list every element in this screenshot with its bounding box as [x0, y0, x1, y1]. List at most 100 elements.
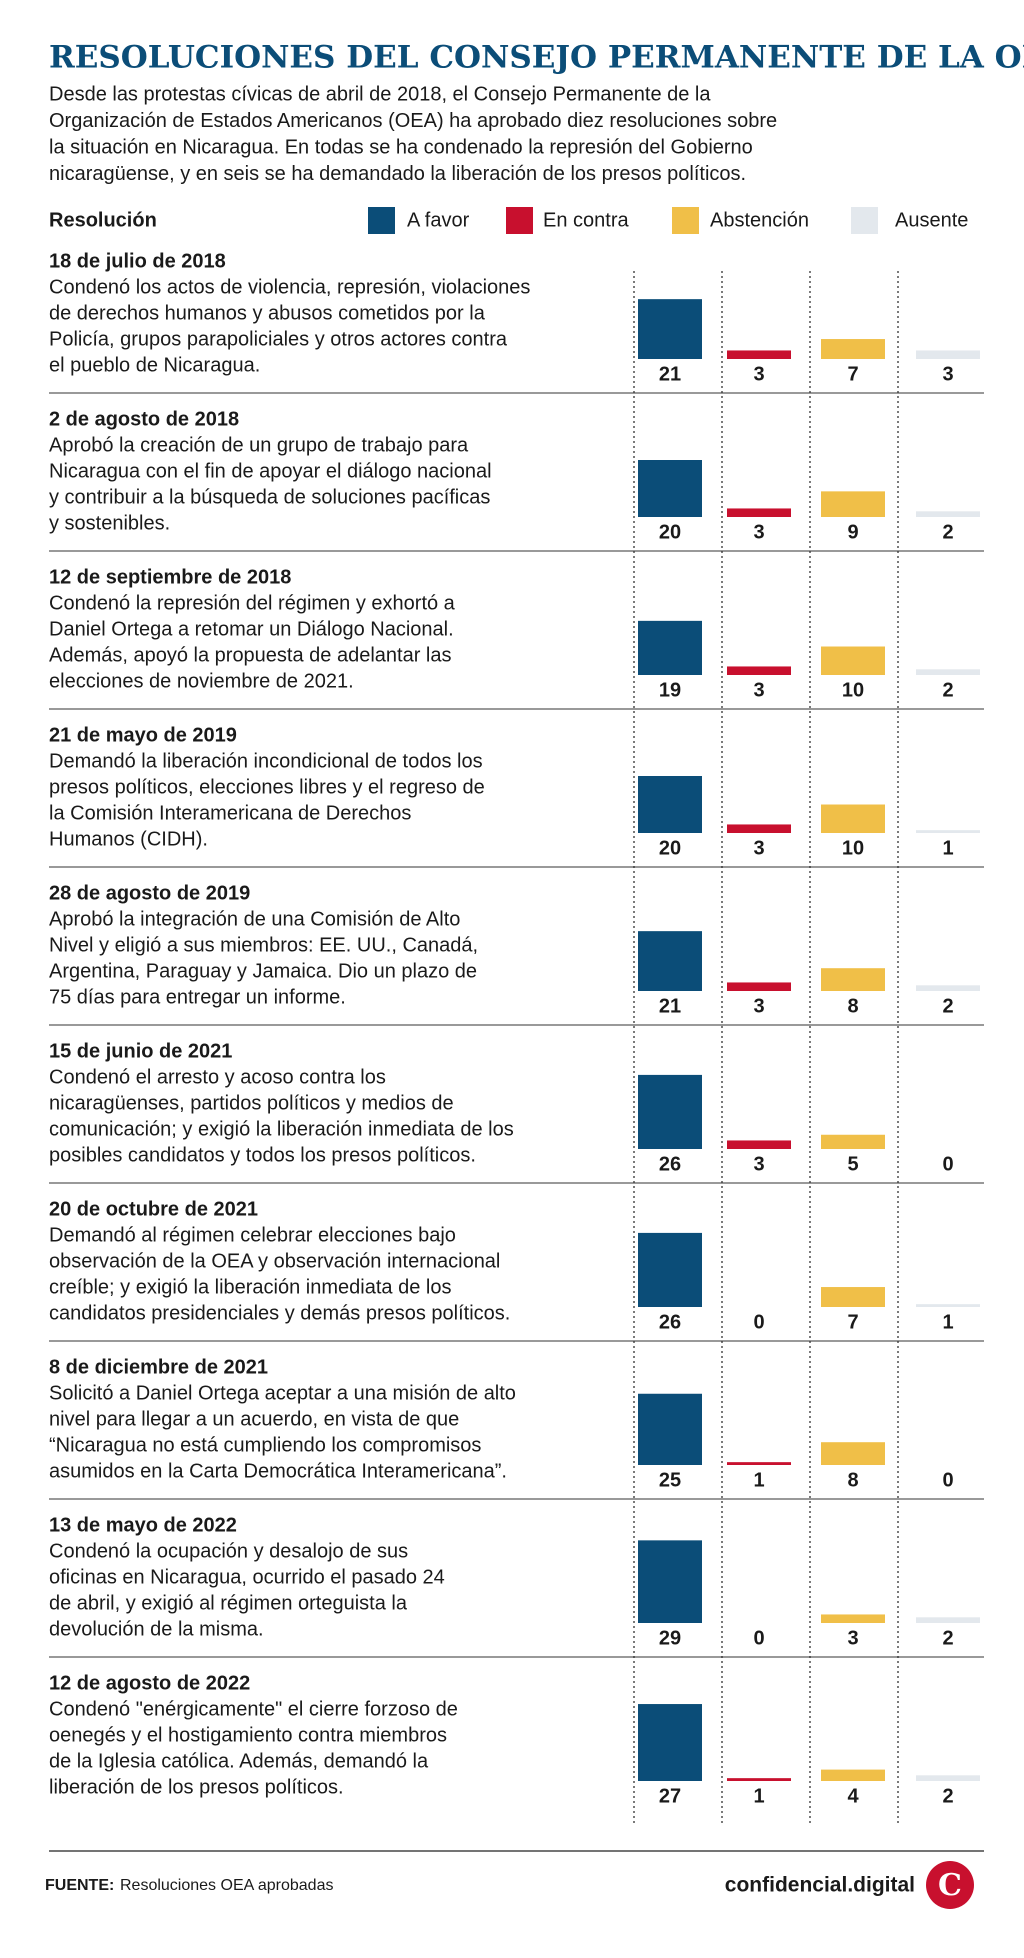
value-label: 21 — [659, 363, 681, 385]
resolution-text: devolución de la misma. — [49, 1618, 264, 1640]
subtitle-line: nicaragüense, y en seis se ha demandado … — [49, 163, 746, 185]
bar — [821, 804, 885, 833]
bar — [821, 1134, 885, 1149]
resolution-text: posibles candidatos y todos los presos p… — [49, 1144, 476, 1166]
value-label: 7 — [847, 363, 858, 385]
bar — [821, 491, 885, 517]
value-label: 3 — [847, 1627, 858, 1649]
resolution-text: liberación de los presos políticos. — [49, 1776, 344, 1798]
bar — [727, 1778, 791, 1781]
resolution-text: Condenó los actos de violencia, represió… — [49, 276, 530, 298]
value-label: 9 — [847, 521, 858, 543]
value-label: 29 — [659, 1627, 681, 1649]
resolution-text: Nivel y eligió a sus miembros: EE. UU., … — [49, 934, 478, 956]
column-label: Resolución — [49, 209, 157, 231]
resolution-text: creíble; y exigió la liberación inmediat… — [49, 1276, 451, 1298]
resolution-date: 12 de septiembre de 2018 — [49, 566, 291, 588]
bar — [821, 968, 885, 991]
bar — [916, 830, 980, 833]
value-label: 10 — [842, 679, 864, 701]
legend-swatch — [506, 207, 533, 234]
resolution-date: 12 de agosto de 2022 — [49, 1672, 250, 1694]
value-label: 21 — [659, 995, 681, 1017]
resolution-text: candidatos presidenciales y demás presos… — [49, 1302, 510, 1324]
resolution-date: 8 de diciembre de 2021 — [49, 1356, 268, 1378]
resolution-date: 2 de agosto de 2018 — [49, 408, 239, 430]
resolution-text: presos políticos, elecciones libres y el… — [49, 776, 485, 798]
resolution-date: 28 de agosto de 2019 — [49, 882, 250, 904]
resolution-text: Aprobó la integración de una Comisión de… — [49, 908, 460, 930]
bar — [916, 1304, 980, 1307]
value-label: 1 — [942, 837, 953, 859]
resolution-text: “Nicaragua no está cumpliendo los compro… — [49, 1434, 481, 1456]
resolution-text: y sostenibles. — [49, 512, 170, 534]
resolution-text: de abril, y exigió al régimen orteguista… — [49, 1592, 408, 1614]
value-label: 3 — [753, 1153, 764, 1175]
subtitle-line: la situación en Nicaragua. En todas se h… — [49, 136, 753, 158]
value-label: 3 — [753, 679, 764, 701]
value-label: 3 — [753, 363, 764, 385]
bar — [727, 982, 791, 991]
resolution-text: Demandó al régimen celebrar elecciones b… — [49, 1224, 456, 1246]
value-label: 0 — [753, 1311, 764, 1333]
value-label: 2 — [942, 679, 953, 701]
logo-circle — [926, 1861, 974, 1909]
resolution-text: oficinas en Nicaragua, ocurrido el pasad… — [49, 1566, 445, 1588]
resolution-text: el pueblo de Nicaragua. — [49, 354, 260, 376]
logo: C — [938, 1868, 962, 1903]
bar — [638, 299, 702, 359]
resolution-text: oenegés y el hostigamiento contra miembr… — [49, 1724, 447, 1746]
bar — [821, 646, 885, 675]
resolution-text: Humanos (CIDH). — [49, 828, 208, 850]
resolution-date: 18 de julio de 2018 — [49, 250, 226, 272]
resolution-text: comunicación; y exigió la liberación inm… — [49, 1118, 514, 1140]
legend-label: En contra — [543, 209, 629, 231]
value-label: 2 — [942, 1785, 953, 1807]
resolution-text: y contribuir a la búsqueda de soluciones… — [49, 486, 490, 508]
resolution-text: elecciones de noviembre de 2021. — [49, 670, 354, 692]
bar — [727, 508, 791, 517]
value-label: 0 — [942, 1469, 953, 1491]
value-label: 8 — [847, 995, 858, 1017]
bar — [916, 669, 980, 675]
bar — [638, 776, 702, 833]
bar — [638, 620, 702, 675]
value-label: 1 — [753, 1469, 764, 1491]
resolution-text: Argentina, Paraguay y Jamaica. Dio un pl… — [49, 960, 477, 982]
bar — [727, 1140, 791, 1149]
resolution-text: asumidos en la Carta Democrática Interam… — [49, 1460, 507, 1482]
bar — [638, 1704, 702, 1781]
resolution-text: Policía, grupos parapoliciales y otros a… — [49, 328, 508, 350]
bar — [638, 1393, 702, 1465]
value-label: 0 — [753, 1627, 764, 1649]
subtitle-line: Desde las protestas cívicas de abril de … — [49, 83, 711, 105]
bar — [821, 1614, 885, 1623]
resolution-text: Nicaragua con el fin de apoyar el diálog… — [49, 460, 492, 482]
legend-label: Abstención — [710, 209, 809, 231]
bar — [821, 1442, 885, 1465]
resolution-text: 75 días para entregar un informe. — [49, 986, 346, 1008]
value-label: 3 — [942, 363, 953, 385]
resolution-text: observación de la OEA y observación inte… — [49, 1250, 500, 1272]
resolution-text: de derechos humanos y abusos cometidos p… — [49, 302, 486, 324]
value-label: 2 — [942, 1627, 953, 1649]
resolution-text: Aprobó la creación de un grupo de trabaj… — [49, 434, 469, 456]
bar — [727, 824, 791, 833]
legend-label: Ausente — [895, 209, 968, 231]
bar — [916, 350, 980, 359]
bar — [727, 1462, 791, 1465]
resolution-text: Condenó el arresto y acoso contra los — [49, 1066, 386, 1088]
resolution-text: la Comisión Interamericana de Derechos — [49, 802, 411, 824]
bar — [821, 1769, 885, 1781]
value-label: 3 — [753, 837, 764, 859]
source-label: FUENTE: — [45, 1877, 114, 1894]
bar — [916, 1775, 980, 1781]
resolution-date: 21 de mayo de 2019 — [49, 724, 237, 746]
value-label: 19 — [659, 679, 681, 701]
value-label: 1 — [753, 1785, 764, 1807]
subtitle-line: Organización de Estados Americanos (OEA)… — [49, 110, 777, 132]
value-label: 3 — [753, 995, 764, 1017]
bar — [638, 460, 702, 517]
bar — [821, 1287, 885, 1307]
